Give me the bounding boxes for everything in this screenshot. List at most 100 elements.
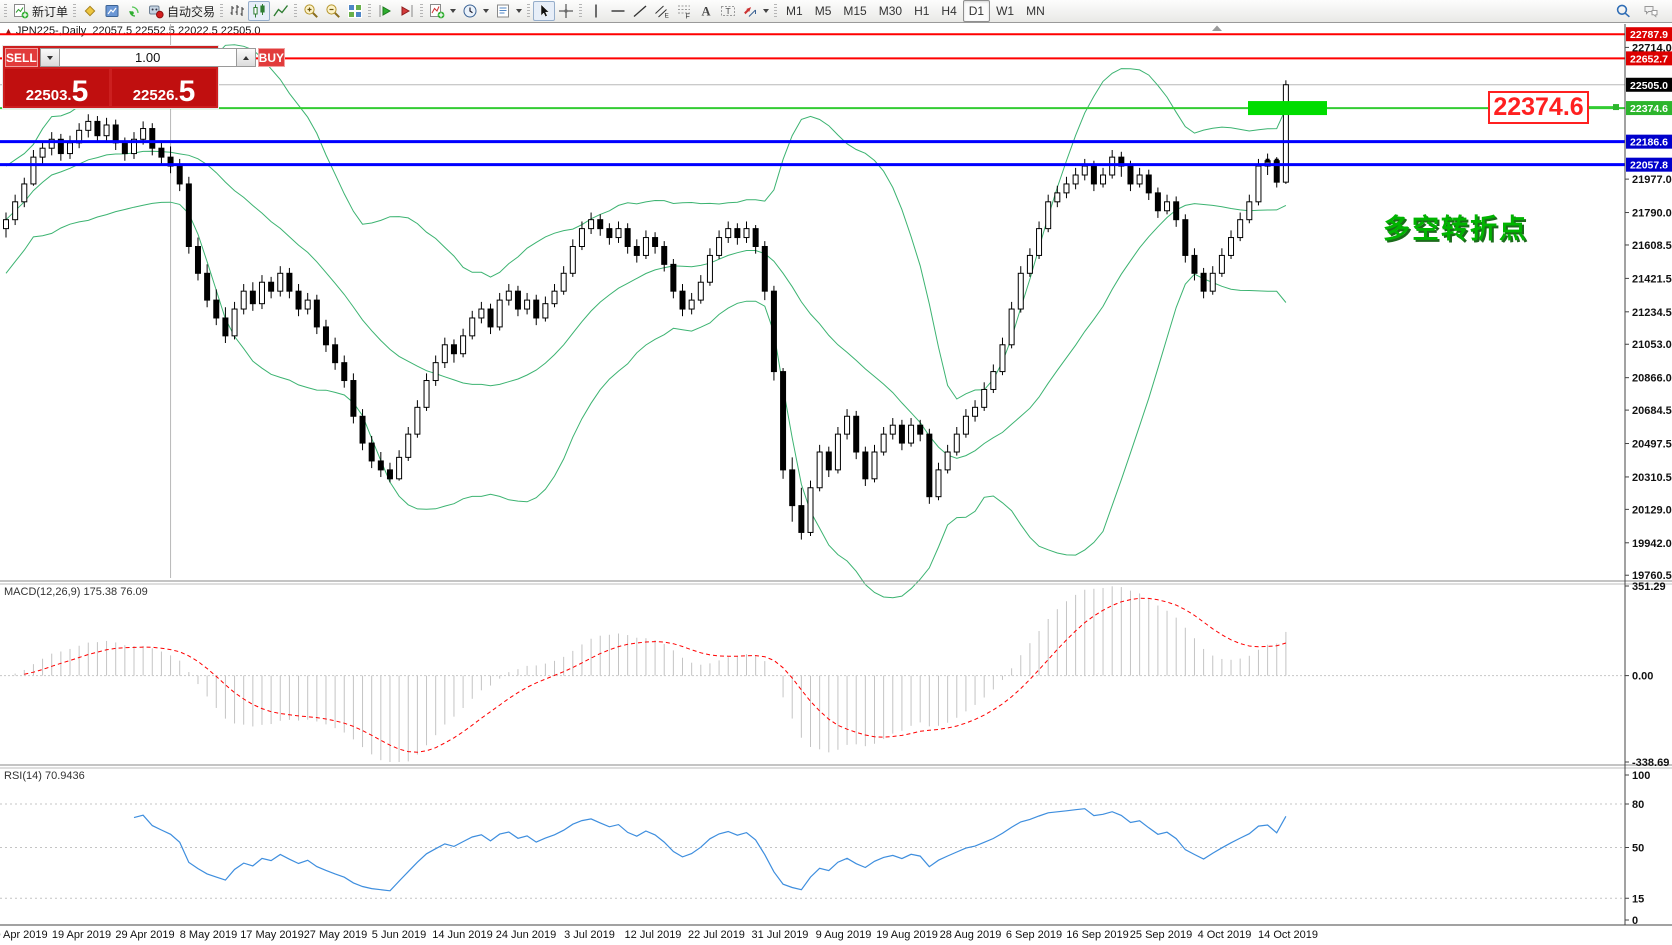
caret-up-icon: [242, 55, 249, 60]
chinese-annotation[interactable]: 多空转折点: [1383, 214, 1528, 244]
arrows-button[interactable]: [739, 1, 772, 21]
toolbar-separator: [774, 4, 778, 18]
zoom-in-button[interactable]: [300, 1, 322, 21]
cursor-icon: [536, 3, 552, 19]
price-tick-label: 19760.5: [1632, 570, 1672, 582]
timeframe-m5-label: M5: [814, 4, 832, 18]
candle-bear: [313, 299, 320, 328]
candle-bull: [505, 290, 512, 301]
sell-button[interactable]: SELL: [5, 48, 38, 67]
rsi-tick-label: 80: [1632, 799, 1644, 811]
candle-bull: [935, 469, 942, 498]
rsi-tick-label: 15: [1632, 893, 1644, 905]
tile-windows-button[interactable]: [344, 1, 366, 21]
candle-bull: [1072, 174, 1079, 185]
timeframe-w1[interactable]: W1: [990, 0, 1020, 22]
timeframe-mn[interactable]: MN: [1020, 0, 1051, 22]
bar-chart-button[interactable]: [226, 1, 248, 21]
toolbar-separator: [420, 4, 424, 18]
candle-bear: [752, 228, 759, 247]
market-watch-button[interactable]: [101, 1, 123, 21]
candle-bear: [661, 245, 668, 265]
signals-button[interactable]: [123, 1, 145, 21]
candle-bear: [268, 281, 275, 292]
timeframe-h4[interactable]: H4: [935, 0, 962, 22]
candle-bear: [514, 290, 521, 310]
buy-button[interactable]: BUY: [257, 48, 286, 67]
chart-shift-button[interactable]: [396, 1, 418, 21]
timeframe-h1[interactable]: H1: [908, 0, 935, 22]
candle-bull: [524, 299, 531, 310]
metaeditor-button[interactable]: [79, 1, 101, 21]
candle-bull: [588, 219, 595, 230]
horizontal-line-button[interactable]: [607, 1, 629, 21]
timeframe-m15-label: M15: [843, 4, 867, 18]
candle-bull: [880, 433, 887, 453]
candle-bull: [972, 406, 979, 417]
buy-price-int: 22526: [132, 87, 175, 104]
timeframe-m15[interactable]: M15: [837, 0, 872, 22]
periods-button[interactable]: [459, 1, 492, 21]
candle-bull: [578, 228, 585, 247]
timeframe-m1[interactable]: M1: [780, 0, 809, 22]
vertical-line-button[interactable]: [585, 1, 607, 21]
bollinger-lower-band: [5, 201, 1287, 599]
volume-decrease-button[interactable]: [39, 48, 59, 67]
macd-signal-line: [24, 597, 1287, 753]
text-button[interactable]: A: [695, 1, 717, 21]
chat-button[interactable]: [1640, 1, 1662, 21]
text-label-button[interactable]: T: [717, 1, 739, 21]
candle-bear: [853, 415, 860, 453]
candle-bear: [295, 290, 302, 310]
candle-bull: [441, 344, 448, 364]
toolbar-group: M1 M5 M15 M30 H1 H4 D1 W1 MN: [780, 0, 1051, 22]
toolbar-grip: [4, 4, 7, 18]
candle-bear: [322, 326, 329, 346]
candlestick-button[interactable]: [248, 1, 271, 21]
candle-bull: [716, 237, 723, 256]
candle-bull: [1209, 272, 1216, 292]
date-label: 5 Jun 2019: [372, 929, 426, 941]
cursor-button[interactable]: [533, 1, 556, 21]
candle-bear: [249, 290, 256, 305]
equidistant-channel-button[interactable]: E: [651, 1, 673, 21]
fibonacci-button[interactable]: F: [673, 1, 695, 21]
candle-bull: [1255, 165, 1262, 203]
candle-bull: [990, 371, 997, 390]
auto-scroll-button[interactable]: [374, 1, 396, 21]
green-highlight-rect[interactable]: [1248, 101, 1327, 116]
buy-price[interactable]: 22526. 5: [112, 69, 216, 107]
timeframe-m30[interactable]: M30: [873, 0, 908, 22]
candle-bull: [1237, 219, 1244, 239]
volume-stepper: [39, 48, 256, 67]
price-tick-label: 21234.5: [1632, 307, 1672, 319]
crosshair-button[interactable]: [555, 1, 577, 21]
candle-bull: [396, 456, 403, 480]
candle-bear: [332, 344, 339, 364]
candle-bull: [140, 128, 147, 140]
toolbar-separator: [368, 4, 372, 18]
autotrading-button[interactable]: 自动交易: [145, 1, 218, 21]
price-tick-label: 20497.5: [1632, 439, 1672, 451]
timeframe-m5[interactable]: M5: [809, 0, 838, 22]
timeframe-d1[interactable]: D1: [962, 0, 991, 22]
price-callout-box[interactable]: 22374.6: [1488, 91, 1589, 124]
indicators-button[interactable]: [426, 1, 459, 21]
search-button[interactable]: [1612, 1, 1634, 21]
volume-input[interactable]: [58, 48, 237, 67]
new-order-button[interactable]: 新订单: [10, 1, 71, 21]
templates-button[interactable]: [492, 1, 525, 21]
trendline-button[interactable]: [629, 1, 651, 21]
volume-increase-button[interactable]: [236, 48, 256, 67]
toolbar-separator: [294, 4, 298, 18]
zoom-out-button[interactable]: [322, 1, 344, 21]
candle-bull: [130, 138, 137, 155]
toolbar-group: 自动交易: [79, 0, 218, 22]
sell-price[interactable]: 22503. 5: [5, 69, 109, 107]
date-label: 28 Aug 2019: [940, 929, 1002, 941]
candle-bear: [624, 228, 631, 247]
chart-shift-marker[interactable]: [1212, 25, 1222, 32]
line-chart-button[interactable]: [270, 1, 292, 21]
candle-bull: [231, 308, 238, 337]
